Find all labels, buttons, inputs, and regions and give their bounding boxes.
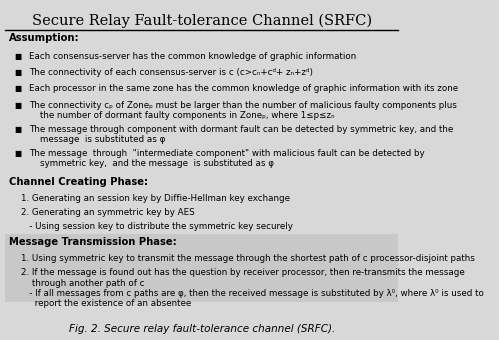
Text: Assumption:: Assumption: — [9, 33, 80, 44]
Text: Each processor in the same zone has the common knowledge of graphic information : Each processor in the same zone has the … — [28, 84, 458, 94]
Text: ■: ■ — [14, 52, 21, 61]
Text: Channel Creating Phase:: Channel Creating Phase: — [9, 177, 149, 187]
Text: 2. If the message is found out has the question by receiver processor, then re-t: 2. If the message is found out has the q… — [21, 269, 465, 288]
Text: The message through component with dormant fault can be detected by symmetric ke: The message through component with dorma… — [28, 125, 453, 144]
Text: Each consensus-server has the common knowledge of graphic information: Each consensus-server has the common kno… — [28, 52, 356, 61]
Text: ■: ■ — [14, 68, 21, 77]
Text: ■: ■ — [14, 84, 21, 94]
Text: Secure Relay Fault-tolerance Channel (SRFC): Secure Relay Fault-tolerance Channel (SR… — [32, 13, 372, 28]
Text: ■: ■ — [14, 101, 21, 109]
Text: Message Transmission Phase:: Message Transmission Phase: — [9, 237, 177, 248]
Text: 1. Using symmetric key to transmit the message through the shortest path of c pr: 1. Using symmetric key to transmit the m… — [21, 254, 476, 263]
Text: 2. Generating an symmetric key by AES: 2. Generating an symmetric key by AES — [21, 208, 195, 217]
Text: ■: ■ — [14, 125, 21, 134]
Text: - If all messages from c paths are φ, then the received message is substituted b: - If all messages from c paths are φ, th… — [21, 289, 485, 308]
Text: 1. Generating an session key by Diffie-Hellman key exchange: 1. Generating an session key by Diffie-H… — [21, 193, 290, 203]
Text: ■: ■ — [14, 149, 21, 158]
FancyBboxPatch shape — [5, 234, 398, 302]
Text: - Using session key to distribute the symmetric key securely: - Using session key to distribute the sy… — [21, 222, 293, 231]
Text: The message  through  "intermediate component" with malicious fault can be detec: The message through "intermediate compon… — [28, 149, 424, 169]
Text: Fig. 2. Secure relay fault-tolerance channel (SRFC).: Fig. 2. Secure relay fault-tolerance cha… — [69, 324, 335, 334]
Text: The connectivity cₚ of Zoneₚ must be larger than the number of malicious faulty : The connectivity cₚ of Zoneₚ must be lar… — [28, 101, 457, 120]
Text: The connectivity of each consensus-server is c (c>cₙ+cᵈ+ zₙ+zᵈ): The connectivity of each consensus-serve… — [28, 68, 313, 77]
